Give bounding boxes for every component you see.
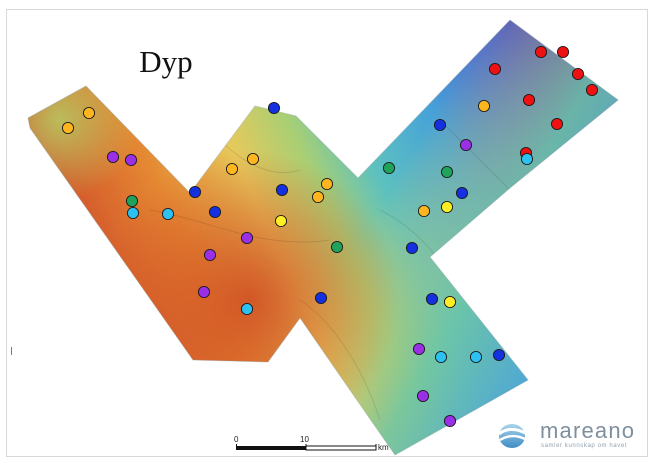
station-marker-red[interactable] xyxy=(534,45,548,59)
station-marker-orange[interactable] xyxy=(82,106,96,120)
station-marker-orange[interactable] xyxy=(61,121,75,135)
station-marker-green[interactable] xyxy=(330,240,344,254)
map-title: Dyp xyxy=(139,44,193,79)
station-marker-orange[interactable] xyxy=(320,177,334,191)
station-marker-red[interactable] xyxy=(556,45,570,59)
station-marker-blue[interactable] xyxy=(188,185,202,199)
station-marker-blue[interactable] xyxy=(455,186,469,200)
station-marker-purple[interactable] xyxy=(106,150,120,164)
station-marker-green[interactable] xyxy=(125,194,139,208)
scale-label-0: 0 xyxy=(234,435,239,444)
station-marker-orange[interactable] xyxy=(477,99,491,113)
station-marker-red[interactable] xyxy=(488,62,502,76)
station-markers xyxy=(61,45,599,428)
station-marker-blue[interactable] xyxy=(314,291,328,305)
station-marker-blue[interactable] xyxy=(275,183,289,197)
station-marker-yellow[interactable] xyxy=(443,295,457,309)
station-marker-light-blue[interactable] xyxy=(126,206,140,220)
station-marker-orange[interactable] xyxy=(246,152,260,166)
station-marker-purple[interactable] xyxy=(203,248,217,262)
station-marker-blue[interactable] xyxy=(425,292,439,306)
station-marker-green[interactable] xyxy=(382,161,396,175)
scale-label-10: 10 xyxy=(300,435,309,444)
wave-logo-icon xyxy=(498,424,526,448)
station-marker-purple[interactable] xyxy=(443,414,457,428)
station-marker-yellow[interactable] xyxy=(274,214,288,228)
station-marker-green[interactable] xyxy=(440,165,454,179)
station-marker-orange[interactable] xyxy=(225,162,239,176)
station-marker-blue[interactable] xyxy=(267,101,281,115)
station-marker-red[interactable] xyxy=(550,117,564,131)
station-marker-red[interactable] xyxy=(585,83,599,97)
scale-bar: 0 10 km xyxy=(234,435,389,458)
station-marker-orange[interactable] xyxy=(311,190,325,204)
station-marker-purple[interactable] xyxy=(416,389,430,403)
station-marker-blue[interactable] xyxy=(433,118,447,132)
title-box: Dyp xyxy=(108,34,224,90)
station-marker-blue[interactable] xyxy=(208,205,222,219)
mareano-logo: mareano samler kunnskap om havet xyxy=(496,418,646,456)
station-marker-yellow[interactable] xyxy=(440,200,454,214)
station-marker-red[interactable] xyxy=(571,67,585,81)
station-marker-purple[interactable] xyxy=(459,138,473,152)
station-marker-purple[interactable] xyxy=(240,231,254,245)
station-marker-light-blue[interactable] xyxy=(434,350,448,364)
logo-wordmark: mareano xyxy=(540,418,636,443)
station-marker-purple[interactable] xyxy=(197,285,211,299)
station-marker-light-blue[interactable] xyxy=(520,152,534,166)
scale-bar-graphic xyxy=(236,444,377,451)
logo-tagline: samler kunnskap om havet xyxy=(541,443,628,449)
station-marker-purple[interactable] xyxy=(412,342,426,356)
station-marker-red[interactable] xyxy=(522,93,536,107)
station-marker-light-blue[interactable] xyxy=(469,350,483,364)
station-marker-light-blue[interactable] xyxy=(240,302,254,316)
station-marker-orange[interactable] xyxy=(417,204,431,218)
scale-label-km: km xyxy=(378,443,389,452)
edge-tick-mark xyxy=(11,347,12,355)
station-marker-purple[interactable] xyxy=(124,153,138,167)
station-marker-blue[interactable] xyxy=(405,241,419,255)
station-marker-light-blue[interactable] xyxy=(161,207,175,221)
station-marker-blue[interactable] xyxy=(492,348,506,362)
